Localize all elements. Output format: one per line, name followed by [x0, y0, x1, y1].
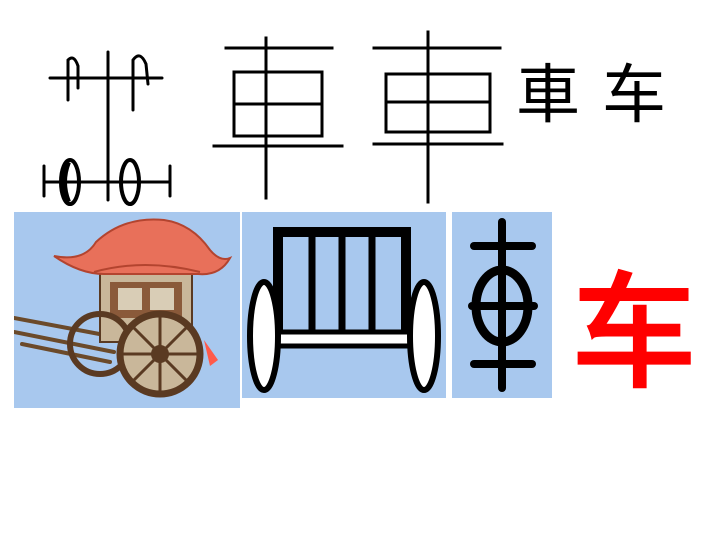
carriage-illustration-panel: [14, 212, 240, 408]
highlight-character: 车: [572, 262, 697, 406]
carriage-illustration: [14, 218, 233, 398]
simplified-character: 车: [602, 59, 666, 133]
pictograph-panel: [242, 212, 446, 398]
bronze-script-glyph: [468, 218, 538, 392]
bronze-script-panel: [452, 212, 552, 398]
traditional-character: 車: [516, 59, 580, 133]
seal-script-glyph: [368, 28, 508, 208]
carriage-pictograph: [247, 227, 441, 393]
bronze-inscription-glyph: [208, 34, 348, 204]
oracle-bone-glyph: [38, 40, 178, 210]
